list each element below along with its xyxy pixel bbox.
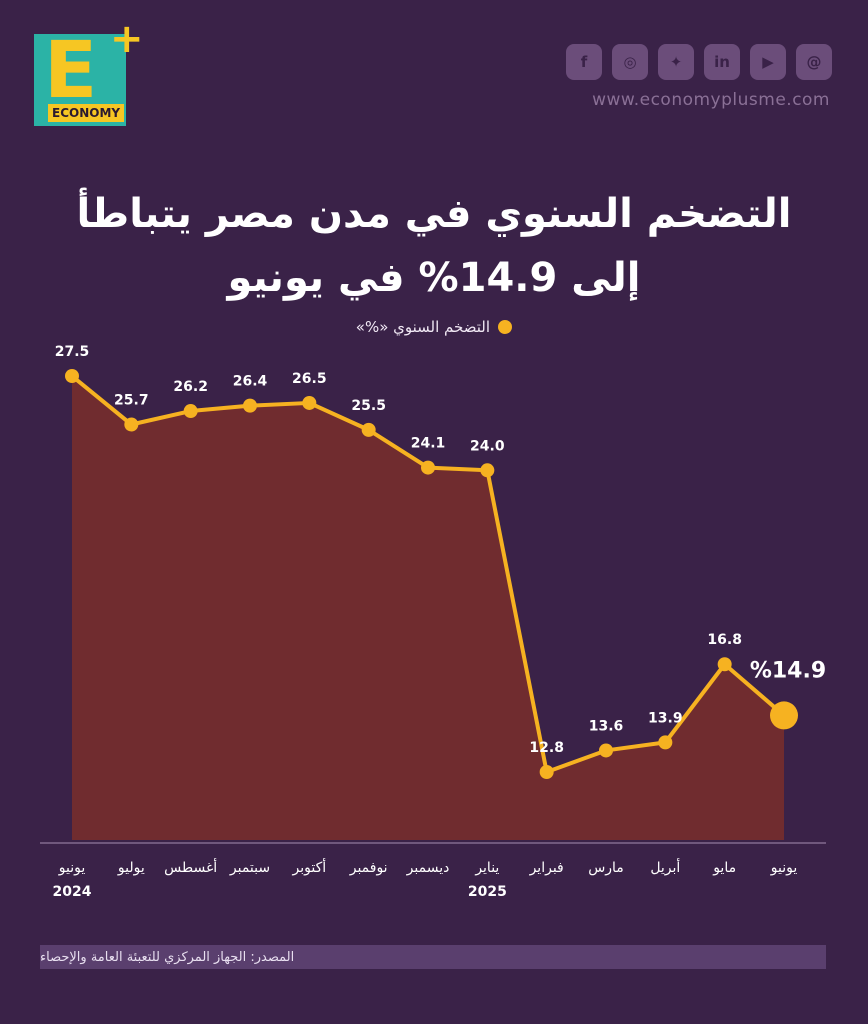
social-links: f ◎ ✦ in ▶ @ <box>566 44 832 80</box>
page-title: التضخم السنوي في مدن مصر يتباطأ إلى 14.9… <box>0 182 868 310</box>
data-point <box>421 460 435 475</box>
data-point <box>243 398 257 413</box>
data-label: 13.9 <box>648 710 683 726</box>
data-label: 26.4 <box>233 374 268 390</box>
threads-icon[interactable]: @ <box>796 44 832 80</box>
x-tick-label: نوفمبر <box>349 860 388 876</box>
x-tick-label: يونيو <box>770 860 798 876</box>
year-label: 2025 <box>468 884 507 900</box>
youtube-icon[interactable]: ▶ <box>750 44 786 80</box>
x-tick-label: فبراير <box>529 860 564 876</box>
data-label: 12.8 <box>529 740 564 756</box>
data-point <box>658 735 673 750</box>
data-label: 27.5 <box>55 344 90 360</box>
facebook-icon[interactable]: f <box>566 44 602 80</box>
linkedin-icon[interactable]: in <box>704 44 740 80</box>
x-tick-label: أكتوبر <box>292 858 327 876</box>
data-label: 26.5 <box>292 371 327 387</box>
x-tick-label: ديسمبر <box>406 860 450 876</box>
data-label: 25.7 <box>114 392 149 408</box>
data-point <box>539 765 554 779</box>
title-line-1: التضخم السنوي في مدن مصر يتباطأ <box>76 191 792 237</box>
x-tick-label: يناير <box>474 860 499 876</box>
data-point <box>599 743 613 758</box>
x-tick-label: سبتمبر <box>229 860 270 876</box>
brand-logo: E + ECONOMY <box>34 16 144 130</box>
x-tick-label: أبريل <box>650 858 680 876</box>
twitter-icon[interactable]: ✦ <box>658 44 694 80</box>
x-tick-label: يونيو <box>58 860 86 876</box>
data-point <box>183 404 198 419</box>
x-tick-label: يوليو <box>117 860 145 876</box>
source-text: المصدر: الجهاز المركزي للتعبئة العامة وا… <box>40 949 295 965</box>
data-point <box>124 417 139 432</box>
year-label: 2024 <box>53 884 92 900</box>
logo-wordmark: ECONOMY <box>48 104 125 122</box>
logo-letter: E <box>44 26 98 116</box>
chart-legend: التضخم السنوي «%» <box>356 318 512 336</box>
legend-dot <box>498 320 512 334</box>
x-tick-label: مايو <box>712 860 736 876</box>
data-point <box>770 701 798 730</box>
data-point <box>65 369 79 383</box>
data-label: 24.0 <box>470 438 505 454</box>
data-label: 26.2 <box>173 379 208 395</box>
legend-label: التضخم السنوي «%» <box>355 318 490 336</box>
title-line-2: إلى 14.9% في يونيو <box>227 255 641 301</box>
data-label: 13.6 <box>589 718 624 734</box>
x-tick-label: أغسطس <box>164 858 217 876</box>
data-label: 24.1 <box>411 436 446 452</box>
instagram-icon[interactable]: ◎ <box>612 44 648 80</box>
data-point <box>480 463 495 478</box>
source-bar: المصدر: الجهاز المركزي للتعبئة العامة وا… <box>40 945 826 969</box>
data-point <box>302 395 317 410</box>
data-point <box>717 657 732 672</box>
area-fill <box>72 376 784 840</box>
logo-plus: + <box>110 16 144 62</box>
website-url[interactable]: www.economyplusme.com <box>592 90 830 110</box>
inflation-line-chart: 27.5 25.7 26.2 26.4 26.5 25.5 24.1 24.0 12.8 13.6… <box>40 344 826 900</box>
data-label: 16.8 <box>707 632 742 648</box>
data-label: 25.5 <box>351 398 386 414</box>
x-tick-label: مارس <box>588 860 624 876</box>
data-point <box>361 422 376 437</box>
data-label: %14.9 <box>750 658 826 683</box>
